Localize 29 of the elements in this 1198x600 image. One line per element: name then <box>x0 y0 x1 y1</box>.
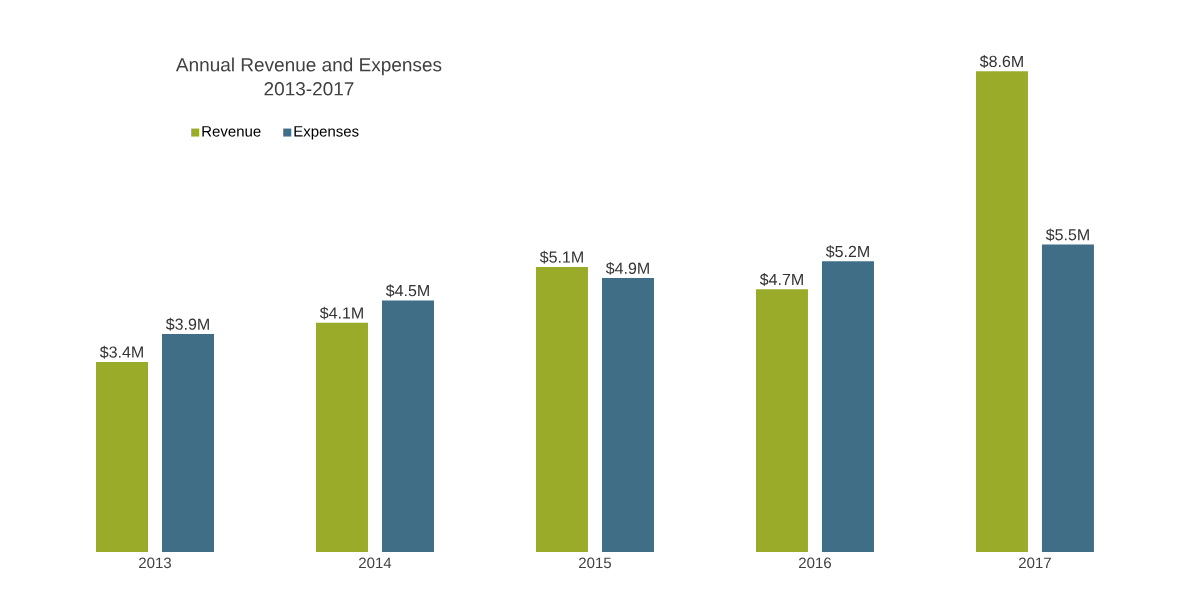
chart-title: Annual Revenue and Expenses <box>175 57 442 76</box>
bar <box>381 300 434 552</box>
x-tick-label: 2014 <box>359 557 392 569</box>
data-label: $4.5M <box>385 284 429 298</box>
bar <box>975 71 1028 552</box>
bar <box>96 361 148 552</box>
x-tick-label: 2015 <box>579 557 612 569</box>
data-label: $4.7M <box>759 273 803 287</box>
bar <box>601 278 654 552</box>
bar <box>821 261 874 552</box>
x-tick-label: 2016 <box>799 557 831 569</box>
bar <box>315 322 368 552</box>
x-tick-label: 2013 <box>139 557 172 569</box>
legend-label: Expenses <box>294 126 359 140</box>
legend-label: Revenue <box>202 126 261 137</box>
bar <box>535 266 588 552</box>
data-label: $5.2M <box>825 245 869 259</box>
bar <box>1041 244 1094 552</box>
data-label: $8.6M <box>979 55 1023 69</box>
x-tick-label: 2017 <box>1019 557 1051 569</box>
data-label: $3.9M <box>165 317 209 331</box>
data-label: $4.9M <box>605 261 649 275</box>
bar <box>162 333 214 552</box>
data-label: $3.4M <box>99 345 143 359</box>
data-label: $5.1M <box>539 250 583 264</box>
chart-subtitle: 2013-2017 <box>264 82 354 96</box>
data-label: $4.1M <box>319 306 363 320</box>
data-label: $5.5M <box>1045 228 1089 242</box>
bar <box>755 289 808 552</box>
